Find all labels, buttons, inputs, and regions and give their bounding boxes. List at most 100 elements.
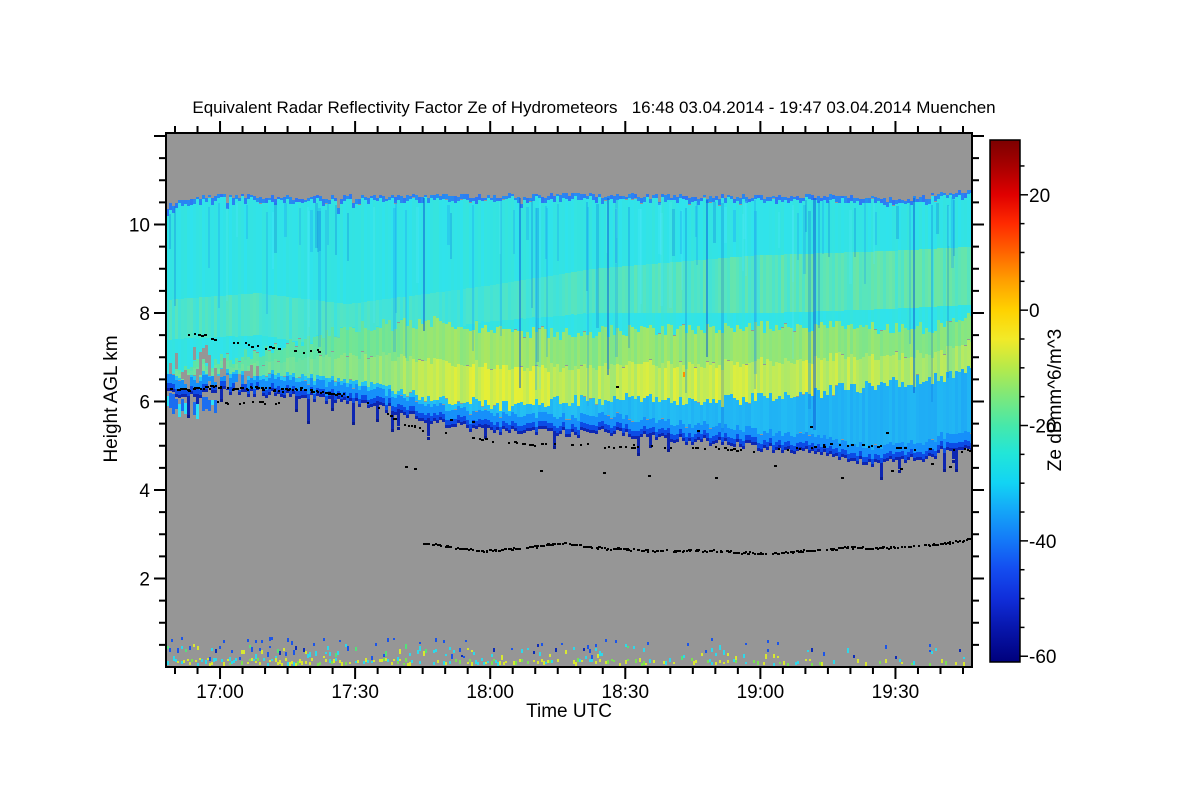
cloud-green-halo <box>820 253 823 311</box>
y-tick-label: 2 <box>139 570 150 591</box>
dot <box>481 439 484 441</box>
cloud-core <box>523 371 526 405</box>
cloud-base-blue <box>250 374 253 383</box>
dot <box>320 392 322 394</box>
dot <box>803 549 805 551</box>
cloud-base-blue2 <box>628 429 631 434</box>
fall-streak <box>535 208 537 390</box>
stray-dot <box>540 470 543 472</box>
dot <box>515 548 518 550</box>
cloud-upper <box>343 201 346 328</box>
cloud-base-blue2 <box>508 425 511 430</box>
dot <box>854 546 856 548</box>
cloud-lower <box>262 375 265 379</box>
cloud-base-blue2 <box>712 436 715 441</box>
fall-streak <box>405 210 407 358</box>
y-tick-label: 6 <box>139 393 150 414</box>
cloud-base-edge <box>835 453 838 456</box>
cloud-upper <box>634 199 637 330</box>
cloud-top-edge <box>637 197 640 201</box>
noise-line-speck <box>229 663 231 665</box>
cloud-top-edge <box>592 194 595 200</box>
cloud-core-upper <box>967 313 970 339</box>
cloud-lower <box>355 380 358 384</box>
noise-speck <box>595 648 597 651</box>
cloud-core <box>574 366 577 395</box>
cloud-core-upper <box>961 321 964 345</box>
cloud-green-halo <box>835 253 838 311</box>
dot <box>686 550 688 552</box>
noise-speck <box>209 657 211 661</box>
cloud-green-halo <box>523 280 526 319</box>
cloud-base-blue2 <box>520 426 523 431</box>
cloud-base-blue2 <box>826 448 829 453</box>
noise-speck <box>335 653 337 657</box>
cloud-top-edge <box>445 194 448 199</box>
noise-speck <box>599 651 601 656</box>
dot <box>695 447 698 449</box>
cloud-lower <box>835 386 838 440</box>
dot <box>495 550 497 552</box>
cloud-lower <box>652 402 655 418</box>
cloud-core-upper <box>763 333 766 364</box>
fall-streak <box>743 202 746 239</box>
cloud-lower <box>937 381 940 436</box>
cloud-green-halo <box>280 296 283 339</box>
cloud-top-edge <box>568 196 571 201</box>
cloud-base-blue <box>916 443 919 452</box>
cloud-lower <box>547 406 550 414</box>
cloud-lower <box>481 407 484 411</box>
dot <box>182 388 184 390</box>
noise-speck <box>383 654 385 657</box>
cloud-base-edge <box>199 395 202 398</box>
cloud-base-blue <box>547 414 550 423</box>
noise-line-speck <box>191 659 193 662</box>
cloud-lower <box>892 377 895 445</box>
cloud-top-edge <box>757 195 760 198</box>
dot <box>852 548 854 550</box>
cloud-base-blue <box>634 422 637 431</box>
cloud-base-edge <box>694 439 697 442</box>
cloud-top-edge <box>922 195 925 202</box>
fall-streak <box>931 205 933 402</box>
cloud-core-upper <box>880 331 883 357</box>
cloud-green-halo <box>292 298 295 341</box>
cloud-lower <box>274 375 277 379</box>
cloud-top-edge <box>751 198 754 201</box>
cloud-core <box>646 362 649 396</box>
cloud-core-upper <box>571 337 574 370</box>
cloud-upper <box>559 202 562 340</box>
cloud-core <box>727 361 730 395</box>
cloud-base-blue <box>658 420 661 429</box>
cloud-base-edge <box>706 438 709 441</box>
cloud-core-upper <box>307 336 310 357</box>
dot <box>692 447 694 449</box>
fragment-gap <box>259 389 262 398</box>
noise-line-speck <box>181 661 183 664</box>
cloud-top-edge <box>397 195 400 201</box>
cloud-upper <box>202 199 205 357</box>
cloud-base-edge <box>370 404 373 407</box>
cloud-top-edge <box>217 194 220 199</box>
cloud-base-edge <box>493 430 496 433</box>
cloud-base-edge <box>679 434 682 437</box>
cloud-core-upper <box>271 353 274 362</box>
cloud-base-blue2 <box>331 389 334 394</box>
noise-speck <box>261 650 263 654</box>
cloud-core <box>964 346 967 373</box>
cloud-base-edge <box>229 392 232 395</box>
cloud-upper <box>433 200 436 316</box>
dot <box>328 392 331 394</box>
noise-line-speck <box>365 658 367 662</box>
noise-speck <box>293 650 295 655</box>
cloud-core-upper <box>871 322 874 354</box>
cloud-base-blue <box>202 375 205 384</box>
cloud-core-upper <box>637 332 640 364</box>
cloud-top-edge <box>472 198 475 201</box>
cloud-core <box>388 353 391 386</box>
cloud-base-blue2 <box>961 442 964 447</box>
cloud-base-blue2 <box>385 405 388 410</box>
cloud-base-blue <box>490 413 493 422</box>
cloud-top-edge <box>832 195 835 199</box>
noise-speck <box>173 656 175 661</box>
